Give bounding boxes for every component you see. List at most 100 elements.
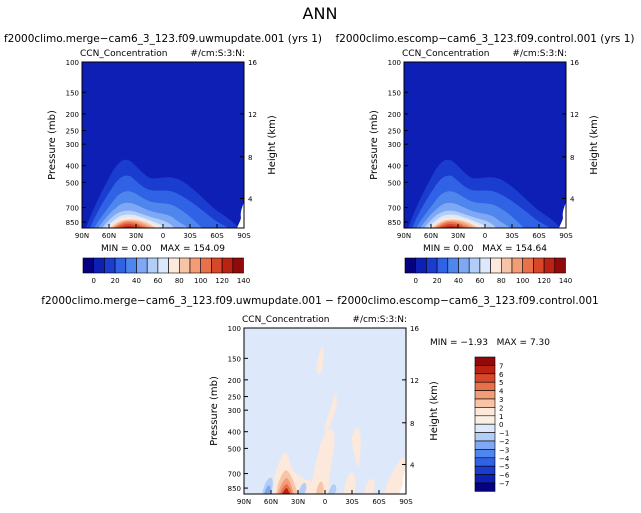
panel-c-xtick-label: 30S: [345, 498, 359, 506]
panel-b-ytick-label: 200: [388, 111, 401, 119]
panel-c-plume-6: [344, 472, 356, 494]
panel-b-ytick-label: 850: [388, 219, 401, 227]
panel-c-ylabel-right: Height (km): [429, 381, 440, 441]
panel-b-colorbar-label: 20: [433, 277, 442, 285]
panel-b-colorbar-label: 60: [475, 277, 484, 285]
panel-c-xtick-label: 90N: [237, 498, 251, 506]
panel-a-colorbar: 0 20 40 60 80 100 120 140: [82, 257, 250, 285]
panel-b-xtick-label: 0: [483, 232, 487, 240]
panel-b-xtick-label: 30N: [451, 232, 465, 240]
panel-c-colorbar-label: 1: [499, 413, 503, 421]
panel-c-ytick-label: 150: [228, 355, 241, 363]
panel-a-ylabel: Pressure (mb): [47, 110, 58, 180]
panel-a-colorbar-label: 80: [175, 277, 184, 285]
panel-a: f2000climo.merge−cam6_3_123.f09.uwmupdat…: [4, 33, 322, 285]
panel-a-ytick-label: 150: [66, 89, 79, 97]
panel-c-xtick-label: 0: [323, 498, 327, 506]
panel-b-subtitle-right: #/cm:S:3:N:: [512, 49, 567, 59]
panel-a-ytick-label: 850: [66, 219, 79, 227]
panel-c-colorbar-box: [474, 474, 496, 484]
panel-c-colorbar-label: 0: [499, 421, 503, 429]
panel-c-ytick-label: 500: [228, 445, 241, 453]
panel-b-antarctica: [559, 202, 566, 228]
panel-c-plume-7: [384, 457, 406, 494]
panel-a-colorbar-box: [211, 257, 223, 274]
panel-b-min: 0.00: [453, 244, 473, 254]
panel-a-y2tick-label: 8: [248, 154, 252, 162]
panel-a-colorbar-box: [157, 257, 169, 274]
panel-a-colorbar-label: 60: [153, 277, 162, 285]
panel-c-colorbar-box: [474, 390, 496, 400]
panel-b-xtick-label: 30S: [505, 232, 519, 240]
panel-b-colorbar-box: [404, 257, 416, 274]
panel-a-colorbar-box: [168, 257, 180, 274]
panel-c-colorbar-label: 3: [499, 396, 503, 404]
panel-c-core-4: [282, 488, 290, 494]
panel-b-max: 154.64: [515, 244, 547, 254]
panel-c-plot: [244, 328, 406, 494]
panel-c-colorbar-label: −6: [499, 472, 510, 480]
panel-c-neg-4: [328, 484, 337, 494]
panel-b-stats: MIN = 0.00 MAX = 154.64: [423, 244, 547, 254]
panel-a-ytick-label: 250: [66, 128, 79, 136]
panel-c-colorbar-label: 2: [499, 404, 503, 412]
panel-c-antarctica: [399, 468, 406, 494]
panel-a-colorbar-label: 120: [215, 277, 228, 285]
panel-a-colorbar-box: [232, 257, 244, 274]
panel-c-subtitle-left: CCN_Concentration: [242, 315, 329, 325]
panel-c-colorbar-box: [474, 482, 496, 492]
panel-a-colorbar-box: [179, 257, 191, 274]
panel-b-colorbar-box: [415, 257, 427, 274]
panel-a-colorbar-label: 0: [91, 277, 95, 285]
panel-c-colorbar-label: −1: [499, 430, 509, 438]
panel-b-colorbar-box: [447, 257, 459, 274]
panel-c-y2tick-label: 4: [410, 461, 415, 469]
panel-a-xtick-label: 30S: [183, 232, 197, 240]
panel-c-colorbar-label: 6: [499, 371, 504, 379]
panel-b-colorbar-box: [468, 257, 481, 274]
panel-b-ylabel-right: Height (km): [589, 115, 600, 175]
panel-c-ytick-label: 700: [228, 471, 241, 479]
panel-a-colorbar-box: [114, 257, 127, 274]
panel-b-colorbar-label: 100: [516, 277, 529, 285]
panel-a-ytick-label: 500: [66, 179, 79, 187]
panel-c: f2000climo.merge−cam6_3_123.f09.uwmupdat…: [41, 295, 598, 506]
panel-a-antarctica: [237, 202, 244, 228]
panel-a-ylabel-right: Height (km): [267, 115, 278, 175]
panel-b-y2tick-label: 12: [570, 111, 579, 119]
panel-b-colorbar-box: [479, 257, 491, 274]
panel-a-colorbar-label: 40: [132, 277, 141, 285]
panel-c-plume-2: [310, 428, 335, 494]
panel-b-colorbar-box: [554, 257, 566, 274]
panel-c-xtick-label: 60N: [264, 498, 278, 506]
panel-c-colorbar-label: −5: [499, 463, 509, 471]
panel-a-plot: [82, 62, 244, 228]
page-title: ANN: [303, 4, 338, 23]
panel-b-xtick-label: 60S: [532, 232, 546, 240]
panel-c-plume-4: [316, 346, 324, 375]
panel-c-xtick-label: 90S: [399, 498, 413, 506]
panel-b-y2tick-label: 4: [570, 195, 575, 203]
panel-c-xtick-label: 30N: [291, 498, 305, 506]
panel-c-neg-2: [264, 485, 271, 494]
panel-c-colorbar-box: [474, 398, 496, 408]
panel-b-colorbar-label: 140: [559, 277, 572, 285]
panel-b-colorbar-box: [458, 257, 470, 274]
panel-b-colorbar-label: 40: [454, 277, 463, 285]
panel-a-y2tick-label: 12: [248, 111, 257, 119]
panel-b-colorbar-box: [522, 257, 534, 274]
panel-a-colorbar-label: 140: [237, 277, 250, 285]
panel-c-colorbar-box: [474, 449, 496, 459]
panel-c-colorbar-label: −7: [499, 480, 509, 488]
panel-b-plot: [404, 62, 566, 228]
panel-a-xtick-label: 90N: [75, 232, 89, 240]
panel-b-colorbar: 0 20 40 60 80 100 120 140: [404, 257, 572, 285]
panel-a-stats: MIN = 0.00 MAX = 154.09: [101, 244, 225, 254]
panel-a-colorbar-box: [104, 257, 116, 274]
panel-b-ytick-label: 500: [388, 179, 401, 187]
panel-a-colorbar-box: [82, 257, 94, 274]
panel-b-colorbar-box: [533, 257, 545, 274]
panel-c-stats: MIN = −1.93 MAX = 7.30: [430, 338, 550, 348]
